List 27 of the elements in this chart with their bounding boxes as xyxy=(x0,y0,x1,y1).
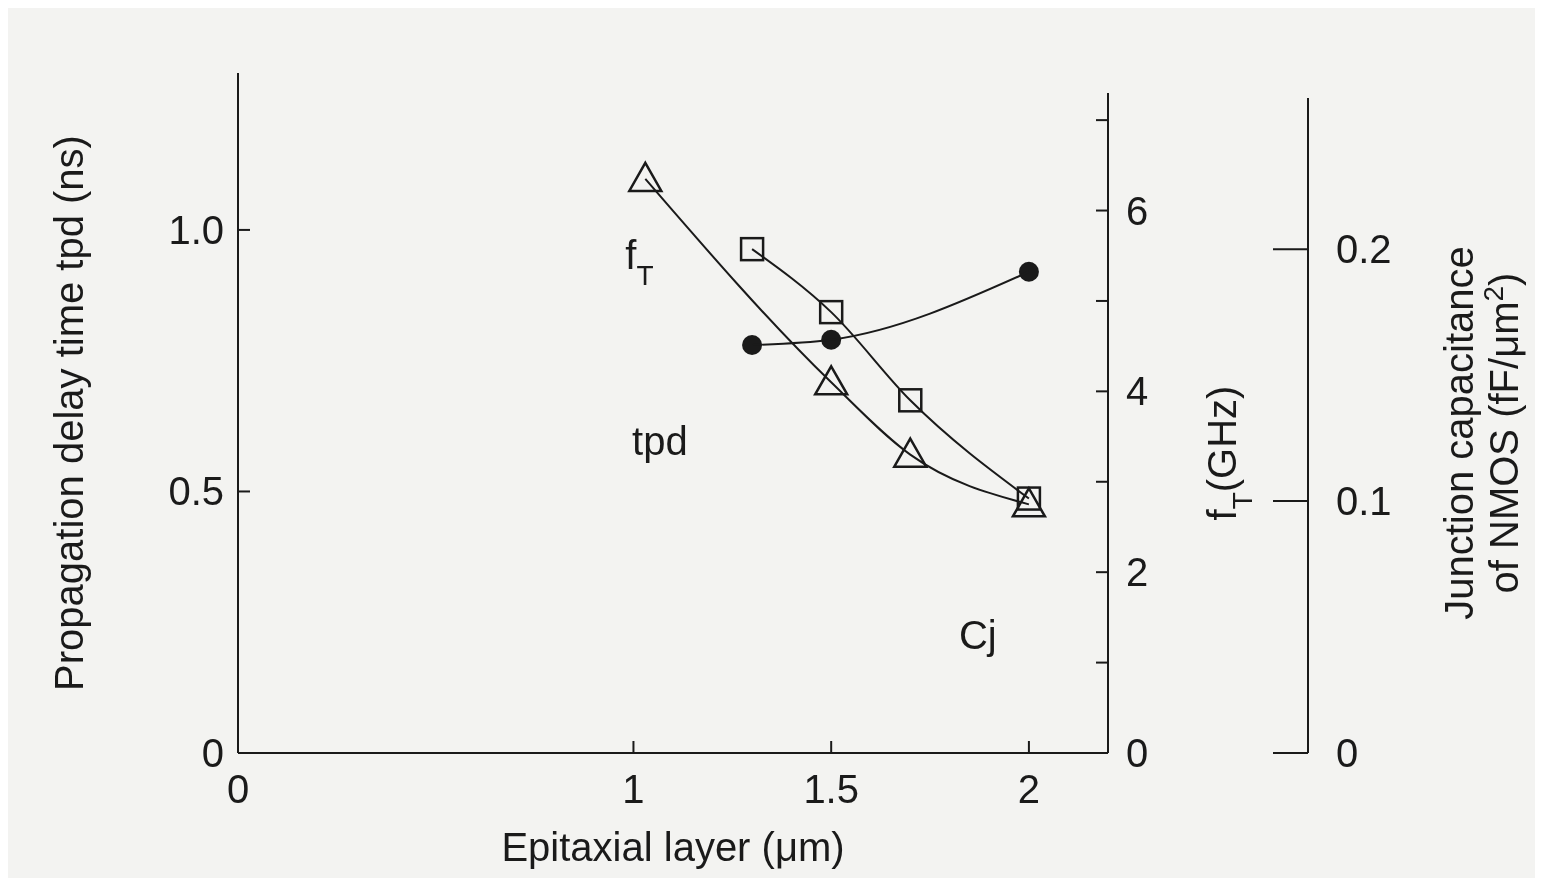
point xyxy=(1018,261,1039,282)
y-tick-label: 0.5 xyxy=(168,469,224,514)
point xyxy=(813,365,849,396)
x-tick-label: 1.5 xyxy=(803,767,859,811)
y3-tick-label: 0.1 xyxy=(1336,479,1392,524)
y2-tick-label: 4 xyxy=(1126,369,1149,414)
point xyxy=(818,299,844,325)
y-tick-label: 0 xyxy=(201,731,224,775)
text: Cj xyxy=(958,612,997,657)
point xyxy=(739,236,765,262)
x-axis-title: Epitaxial layer (μm) xyxy=(501,825,845,869)
point xyxy=(1011,487,1047,518)
y3-tick-label: 0 xyxy=(1336,731,1359,775)
point xyxy=(898,388,923,413)
y3-tick-label: 0.2 xyxy=(1336,227,1392,272)
point xyxy=(742,335,763,355)
x-tick-label: 1 xyxy=(622,767,645,811)
point xyxy=(628,161,663,193)
y-axis-title: Propagation delay time tpd (ns) xyxy=(47,135,91,691)
text: tpd xyxy=(632,419,688,463)
point xyxy=(893,437,928,468)
y-tick-label: 1.0 xyxy=(168,207,224,252)
y2-tick-label: 2 xyxy=(1126,550,1149,595)
x-tick-label: 2 xyxy=(1017,767,1041,811)
y2-tick-label: 0 xyxy=(1126,731,1149,775)
y2-tick-label: 6 xyxy=(1126,188,1149,233)
series-label: f$_{T}$ xyxy=(625,232,654,291)
